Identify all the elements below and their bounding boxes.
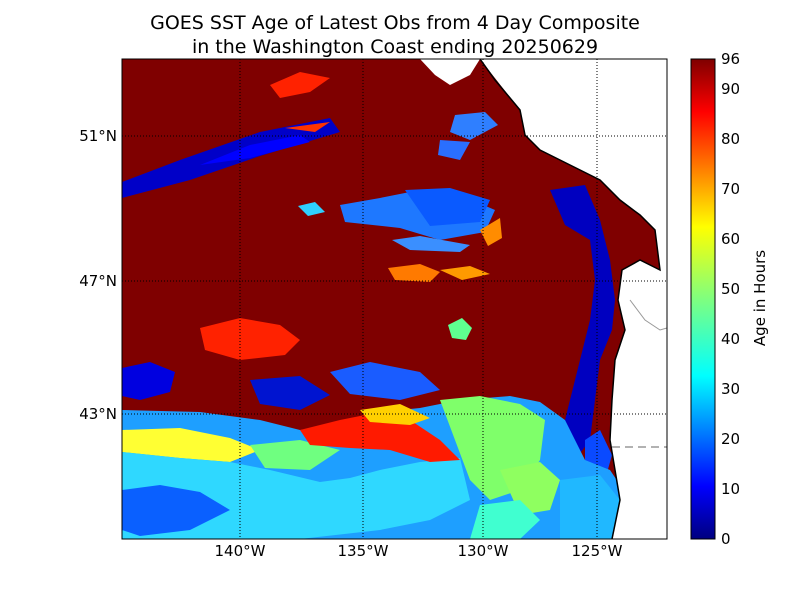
age-patch-nw-band-bright	[200, 135, 310, 165]
colorbar-tick: 0	[721, 530, 731, 548]
lon-label-135: 135°W	[337, 542, 389, 560]
age-patch-coast-cyan	[560, 475, 620, 539]
age-patch-north-blue-2	[438, 140, 470, 160]
colorbar-label: Age in Hours	[751, 249, 769, 347]
sst-age-field	[122, 59, 667, 539]
land-mask-north	[420, 59, 480, 85]
colorbar	[690, 58, 716, 540]
map-gridlines	[122, 59, 667, 539]
age-patch-central-blue-dark	[405, 188, 490, 226]
colorbar-tick: 60	[721, 230, 741, 248]
age-patch-south-blue-2	[250, 376, 330, 410]
age-patch-orange-3	[480, 218, 502, 246]
coastline	[479, 59, 661, 539]
lat-label-43: 43°N	[79, 405, 117, 423]
age-patch-yellow-band	[122, 428, 260, 462]
colorbar-tick: 50	[721, 280, 741, 298]
lon-label-130: 130°W	[457, 542, 509, 560]
age-patch-front-red	[300, 412, 460, 462]
age-patch-cyan-small	[298, 202, 325, 216]
map-frame	[121, 58, 668, 540]
land-mask	[480, 59, 667, 539]
colorbar-tick: 96	[721, 50, 741, 68]
age-patch-coastal-strip	[550, 185, 615, 460]
age-patch-green-2	[250, 440, 340, 470]
river-line	[629, 299, 667, 331]
map-title-line2: in the Washington Coast ending 20250629	[191, 36, 599, 58]
lat-label-47: 47°N	[79, 272, 117, 290]
age-patch-north-blue	[450, 112, 498, 140]
colorbar-tick: 30	[721, 380, 741, 398]
colorbar-tick: 70	[721, 180, 741, 198]
lon-label-125: 125°W	[571, 542, 623, 560]
colorbar-tick: 80	[721, 130, 741, 148]
age-patch-aqua	[470, 500, 540, 539]
age-patch-green	[448, 318, 472, 340]
colorbar-tick: 10	[721, 480, 741, 498]
age-patch-red-streak	[285, 122, 330, 132]
lon-label-140: 140°W	[214, 542, 266, 560]
age-patch-south-blue	[330, 362, 440, 400]
colorbar-tick: 40	[721, 330, 741, 348]
age-patch-top-red	[270, 72, 330, 98]
age-patch-sw-blue	[122, 362, 175, 400]
age-patch-sw-deepblue	[122, 485, 230, 536]
age-patch-orange-2	[440, 266, 490, 280]
colorbar-tick: 20	[721, 430, 741, 448]
age-patch-orange	[388, 264, 440, 282]
map-title-line1: GOES SST Age of Latest Obs from 4 Day Co…	[150, 12, 640, 34]
lat-label-51: 51°N	[79, 127, 117, 145]
colorbar-tick: 90	[721, 80, 741, 98]
age-patch-blue-streak	[392, 236, 470, 252]
age-patch-west-red	[200, 318, 300, 360]
